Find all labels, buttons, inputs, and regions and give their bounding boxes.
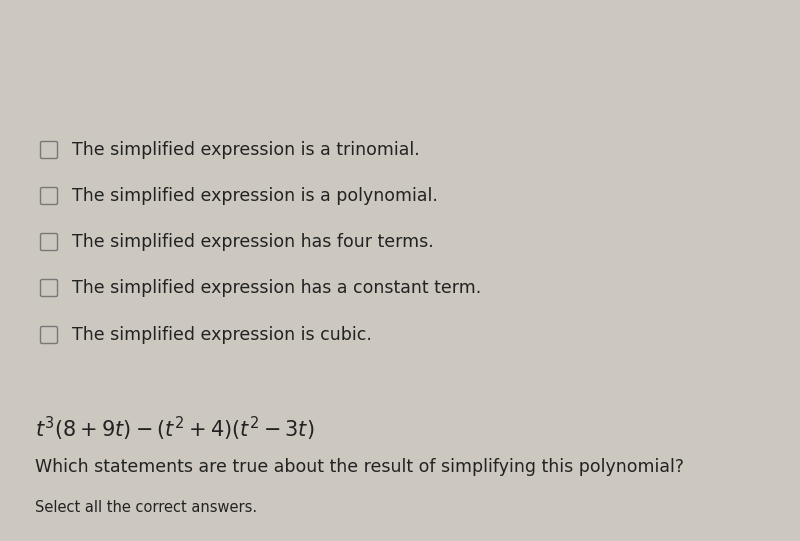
- FancyBboxPatch shape: [41, 142, 58, 159]
- FancyBboxPatch shape: [41, 327, 58, 344]
- Text: The simplified expression is a trinomial.: The simplified expression is a trinomial…: [72, 141, 420, 159]
- Text: The simplified expression is a polynomial.: The simplified expression is a polynomia…: [72, 187, 438, 205]
- Text: The simplified expression has a constant term.: The simplified expression has a constant…: [72, 279, 482, 297]
- Text: The simplified expression is cubic.: The simplified expression is cubic.: [72, 326, 372, 344]
- Text: Select all the correct answers.: Select all the correct answers.: [35, 500, 257, 515]
- FancyBboxPatch shape: [41, 188, 58, 204]
- Text: Which statements are true about the result of simplifying this polynomial?: Which statements are true about the resu…: [35, 458, 684, 476]
- Text: $t^3(8 + 9t) - (t^2 + 4)(t^2 - 3t)$: $t^3(8 + 9t) - (t^2 + 4)(t^2 - 3t)$: [35, 415, 314, 443]
- FancyBboxPatch shape: [41, 280, 58, 296]
- FancyBboxPatch shape: [41, 234, 58, 250]
- Text: The simplified expression has four terms.: The simplified expression has four terms…: [72, 233, 434, 251]
